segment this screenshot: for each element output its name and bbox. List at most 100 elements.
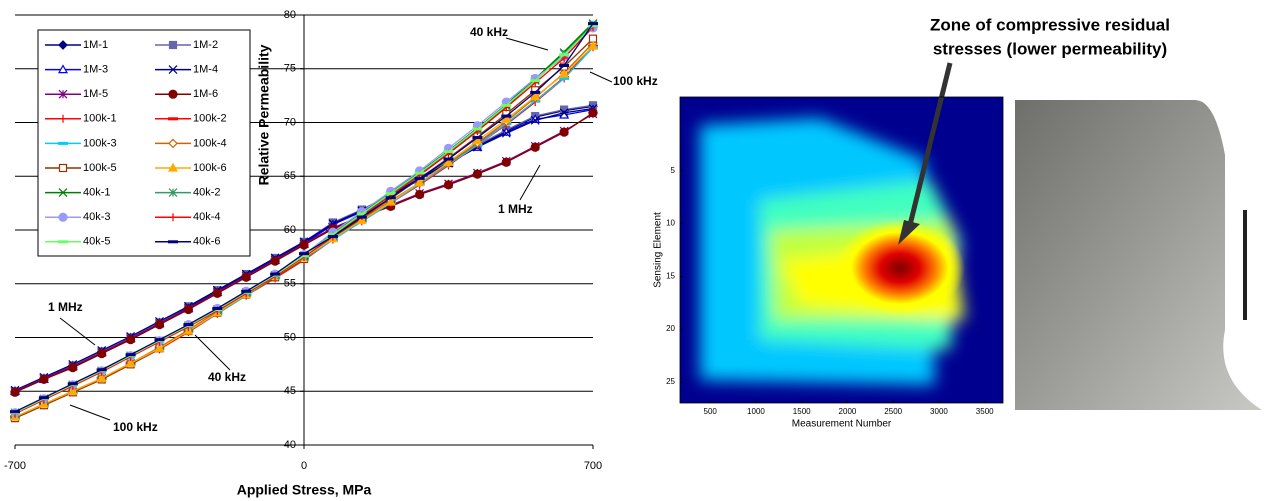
marker (168, 40, 178, 50)
legend-label: 1M-5 (83, 88, 108, 100)
y-tick-label: 80 (284, 9, 296, 21)
panel-title: Zone of compressive residual (930, 15, 1170, 34)
marker (241, 272, 251, 282)
marker (96, 373, 107, 382)
marker (58, 141, 68, 145)
legend-entry: 100k-6 (155, 162, 227, 174)
marker (299, 252, 309, 256)
legend-label: 1M-4 (193, 64, 218, 76)
y-tick-label: 10 (666, 219, 675, 228)
legend-entry: 100k-5 (45, 162, 117, 174)
marker (58, 212, 68, 222)
x-tick-label: 1500 (793, 407, 811, 416)
legend-label: 40k-2 (193, 187, 221, 199)
x-axis-title: Measurement Number (792, 419, 892, 430)
marker (126, 335, 136, 345)
x-tick-label: 2000 (839, 407, 857, 416)
marker (125, 353, 136, 357)
marker (530, 115, 540, 125)
marker (443, 157, 454, 166)
legend-label: 100k-6 (193, 162, 227, 174)
annotation-leader (505, 37, 549, 51)
annotation-leader (59, 317, 96, 346)
marker (67, 382, 78, 386)
marker (385, 196, 396, 200)
x-tick-label: -700 (4, 460, 26, 472)
legend-label: 40k-1 (83, 187, 111, 199)
marker (97, 349, 107, 359)
x-axis-title: Applied Stress, MPa (237, 482, 372, 498)
marker (530, 91, 541, 101)
marker (58, 240, 68, 244)
x-tick-label: 3000 (930, 407, 948, 416)
y-tick-label: 5 (671, 166, 676, 175)
marker (530, 90, 541, 94)
marker (154, 343, 165, 352)
marker (559, 76, 570, 80)
marker (588, 108, 598, 118)
legend-entry: 40k-5 (45, 236, 111, 248)
marker (59, 114, 67, 123)
plot-frame (679, 96, 1004, 404)
marker (472, 169, 482, 179)
marker (530, 142, 540, 152)
arrow-head (898, 220, 920, 245)
annotation-leader (589, 71, 613, 83)
legend-entry: 40k-6 (155, 236, 221, 248)
marker (559, 68, 570, 78)
legend-entry: 1M-6 (155, 88, 218, 100)
marker (299, 254, 309, 258)
marker (241, 289, 252, 293)
legend-entry: 100k-3 (45, 137, 117, 149)
annotation: 1 MHz (48, 300, 83, 314)
heatmap-panel: 500 1000 1500 2000 2500 3000 3500 5 10 15 20 25 Meas… (653, 15, 1270, 430)
marker (10, 387, 20, 397)
legend-label: 40k-6 (193, 236, 221, 248)
legend-label: 100k-2 (193, 113, 227, 125)
legend-label: 100k-5 (83, 162, 117, 174)
marker (67, 386, 78, 395)
marker (559, 127, 569, 137)
x-tick-label: 700 (584, 460, 602, 472)
annotation: 40 kHz (470, 25, 508, 39)
x-tick-label: 3500 (976, 407, 994, 416)
marker (58, 40, 68, 50)
hot-zone (835, 220, 965, 316)
y-axis-title: Sensing Element (653, 212, 664, 288)
marker (501, 114, 512, 123)
annotation: 1 MHz (498, 202, 533, 216)
marker (501, 128, 511, 138)
legend-entry: 100k-2 (155, 113, 227, 125)
y-tick-label: 20 (666, 324, 675, 333)
marker (588, 24, 598, 28)
marker (125, 358, 136, 367)
y-axis-title: Relative Permeability (256, 44, 272, 185)
marker (414, 171, 425, 175)
marker (167, 162, 179, 172)
marker (270, 272, 281, 276)
y-tick-label: 65 (284, 170, 296, 182)
marker (212, 288, 222, 299)
x-tick-label: 1000 (747, 407, 765, 416)
marker (443, 150, 454, 154)
marker (168, 89, 178, 99)
legend-entry: 1M-2 (155, 39, 218, 51)
marker (38, 396, 49, 400)
legend-label: 100k-1 (83, 113, 117, 125)
marker (183, 323, 194, 327)
marker (183, 304, 193, 315)
y-tick-label: 75 (284, 63, 296, 75)
y-tick-label: 45 (284, 385, 296, 397)
legend-entry: 100k-4 (155, 137, 227, 149)
y-tick-label: 50 (284, 331, 296, 343)
legend-label: 100k-3 (83, 137, 117, 149)
legend-label: 40k-4 (193, 211, 221, 223)
marker (168, 117, 178, 121)
marker (270, 256, 280, 266)
x-tick-label: 2500 (884, 407, 902, 416)
marker (39, 374, 49, 385)
y-tick-label: 25 (666, 377, 675, 386)
legend-entry: 1M-4 (155, 64, 218, 76)
